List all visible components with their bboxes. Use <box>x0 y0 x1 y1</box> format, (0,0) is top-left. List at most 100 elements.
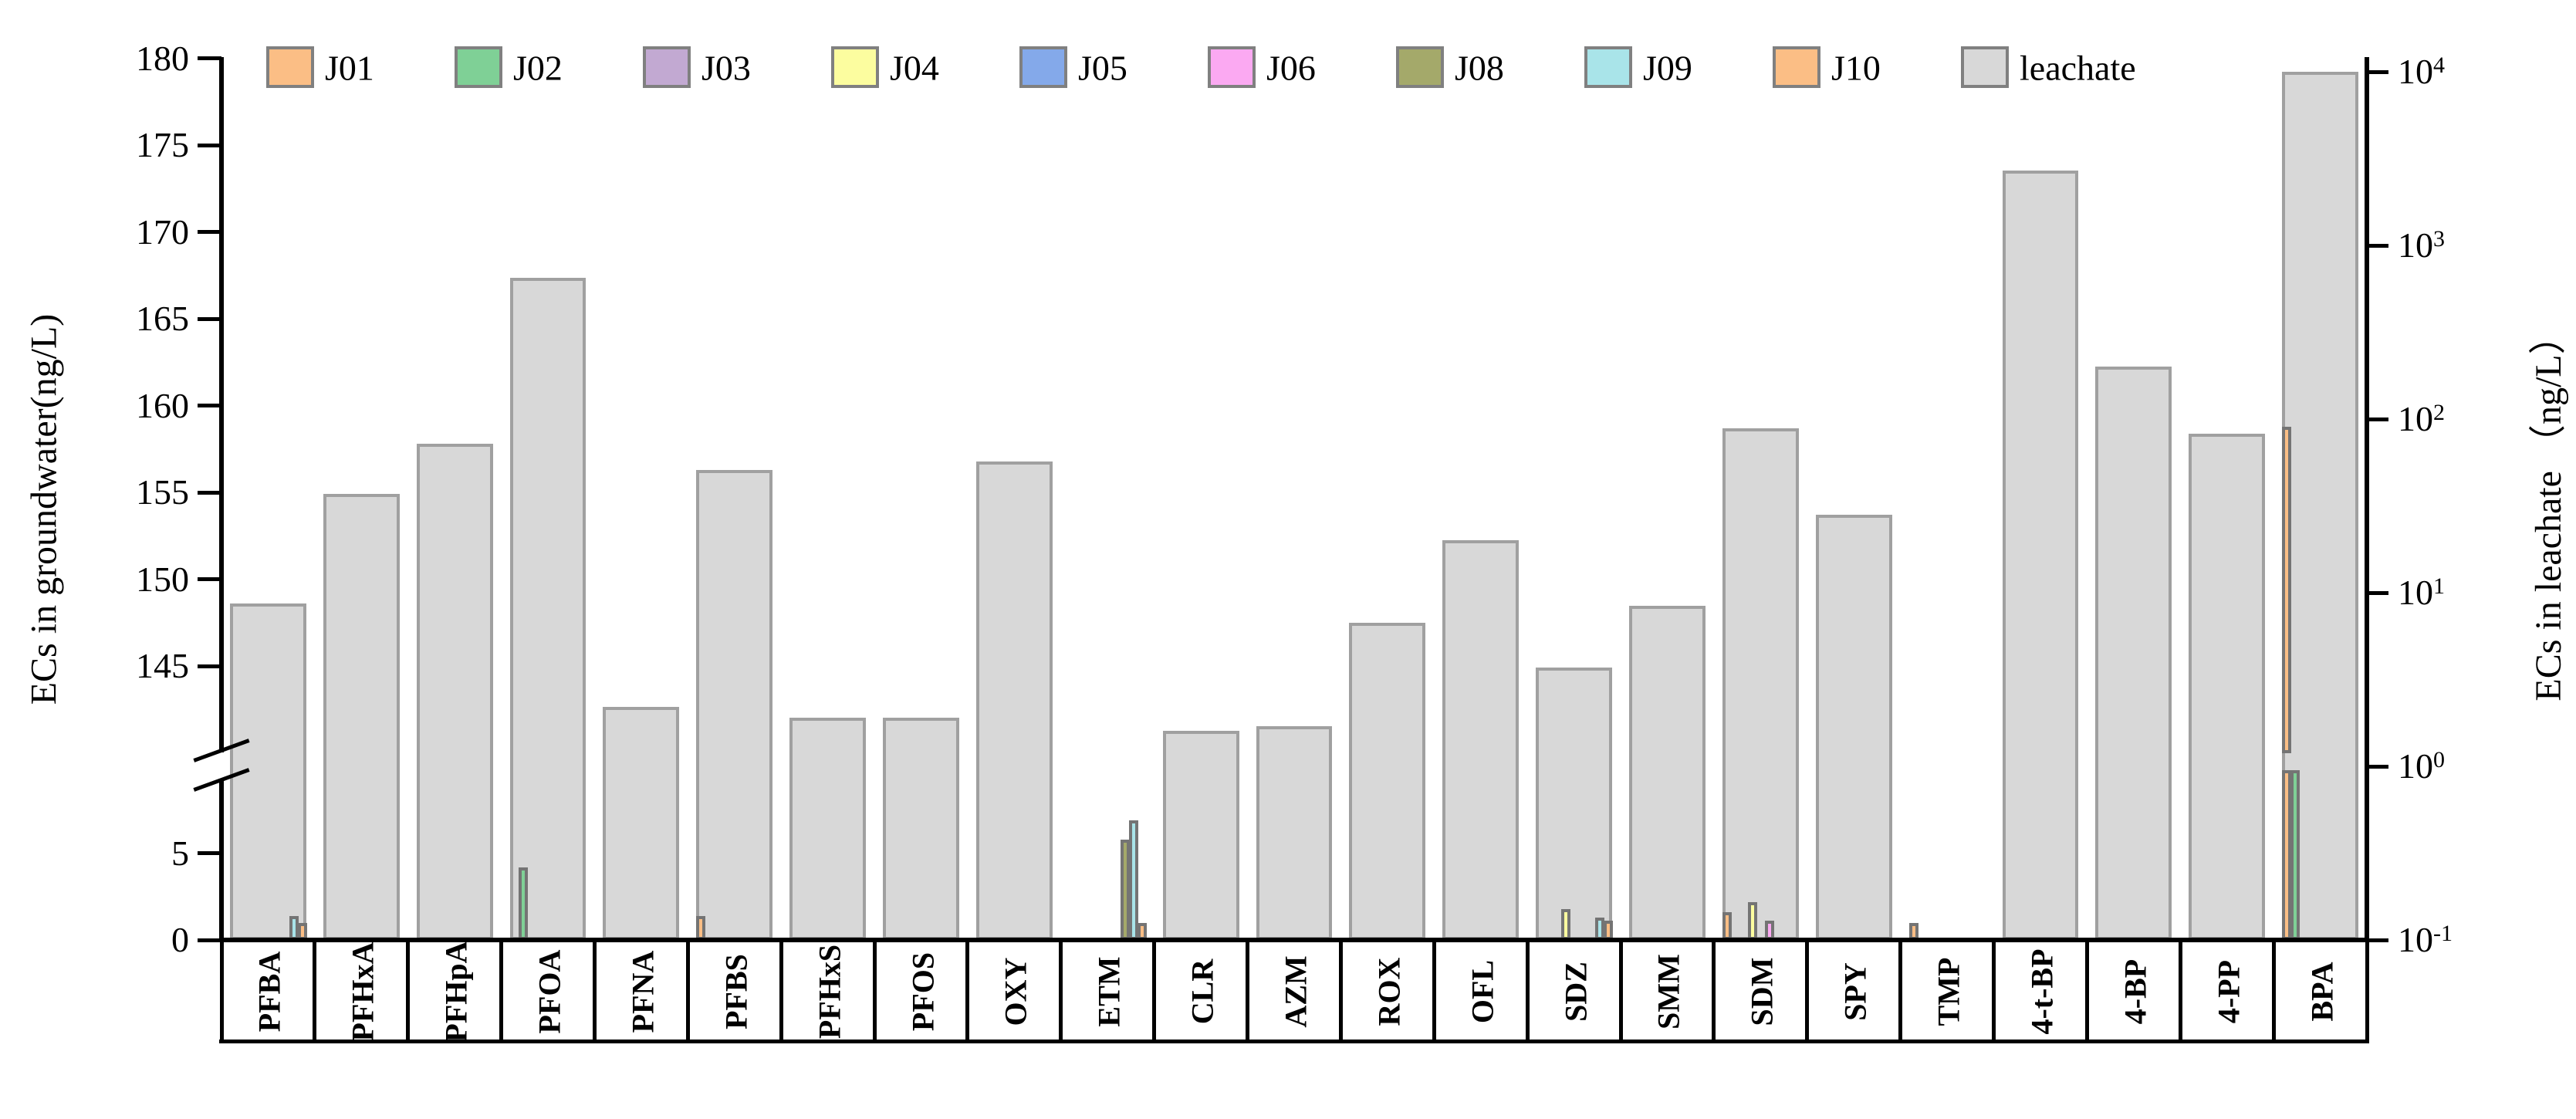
left-tick-label: 175 <box>136 125 189 164</box>
leachate-bar-OFL <box>1442 540 1520 940</box>
category-label-CLR: CLR <box>1185 958 1220 1025</box>
category-divider <box>685 940 690 1043</box>
category-divider <box>2271 940 2276 1043</box>
left-tick <box>198 851 221 856</box>
legend-swatch-J09 <box>1584 46 1632 88</box>
leachate-bar-ROX <box>1349 623 1426 940</box>
right-tick-label: 103 <box>2398 225 2445 265</box>
category-divider <box>1338 940 1343 1043</box>
right-tick-label: 104 <box>2398 52 2445 91</box>
category-divider <box>1992 940 1996 1043</box>
legend-label-J04: J04 <box>890 48 939 88</box>
category-divider <box>2178 940 2182 1043</box>
well-bar-BPA-J01-upper <box>2282 426 2292 753</box>
category-label-PFHxS: PFHxS <box>812 944 847 1040</box>
right-tick <box>2367 938 2388 942</box>
well-bar-SDM-J04 <box>1747 901 1757 940</box>
leachate-bar-OXY <box>975 461 1053 940</box>
leachate-bar-AZM <box>1256 726 1333 940</box>
category-divider <box>872 940 877 1043</box>
leachate-bar-SMM <box>1629 606 1706 940</box>
left-tick <box>198 56 221 60</box>
legend-label-J01: J01 <box>325 48 374 88</box>
category-label-SDZ: SDZ <box>1558 962 1594 1022</box>
leachate-bar-SDZ <box>1536 668 1613 940</box>
left-tick <box>198 230 221 234</box>
legend-label-J09: J09 <box>1643 48 1692 88</box>
legend-label-J02: J02 <box>513 48 563 88</box>
category-label-OFL: OFL <box>1465 959 1500 1024</box>
leachate-bar-PFHxS <box>789 718 867 940</box>
leachate-bar-PFOA <box>509 278 587 940</box>
left-tick-label: 160 <box>136 385 189 425</box>
category-divider <box>592 940 597 1043</box>
left-tick <box>198 664 221 668</box>
well-bar-PFOA-J02 <box>518 867 528 940</box>
leachate-bar-PFHxA <box>323 494 400 940</box>
category-label-ROX: ROX <box>1371 957 1407 1026</box>
legend-swatch-J06 <box>1208 46 1256 88</box>
category-divider <box>1432 940 1436 1043</box>
category-label-PFOA: PFOA <box>532 949 567 1034</box>
left-axis-spine <box>219 57 224 942</box>
leachate-bar-PFNA <box>603 706 680 940</box>
legend-label-J03: J03 <box>701 48 751 88</box>
left-tick-label: 165 <box>136 299 189 338</box>
left-tick-label: 155 <box>136 472 189 512</box>
right-tick-label: 10-1 <box>2398 920 2453 959</box>
category-label-SMM: SMM <box>1651 954 1686 1029</box>
left-tick <box>198 316 221 321</box>
category-label-SPY: SPY <box>1837 962 1873 1021</box>
leachate-bar-4-PP <box>2189 434 2266 940</box>
right-tick <box>2367 417 2388 421</box>
category-label-OXY: OXY <box>998 957 1033 1026</box>
category-label-4-PP: 4-PP <box>2211 959 2246 1024</box>
right-tick-label: 101 <box>2398 573 2445 612</box>
category-label-AZM: AZM <box>1278 955 1313 1028</box>
right-axis-spine <box>2365 57 2369 942</box>
leachate-bar-4-t-BP <box>2002 170 2079 940</box>
left-axis-title: ECs in groundwater(ng/L) <box>23 313 65 705</box>
left-tick-label: 5 <box>171 833 189 873</box>
category-label-PFNA: PFNA <box>625 950 661 1033</box>
category-label-PFHpA: PFHpA <box>438 941 474 1043</box>
legend-swatch-J03 <box>643 46 691 88</box>
category-divider <box>406 940 411 1043</box>
category-label-4-t-BP: 4-t-BP <box>2024 948 2060 1035</box>
category-label-4-BP: 4-BP <box>2118 958 2153 1025</box>
legend-label-leachate: leachate <box>2020 48 2136 88</box>
legend-label-J05: J05 <box>1078 48 1127 88</box>
legend-swatch-J10 <box>1773 46 1820 88</box>
left-tick <box>198 143 221 147</box>
category-label-ETM: ETM <box>1091 956 1127 1027</box>
well-bar-SDZ-J04 <box>1561 908 1571 940</box>
left-tick-label: 150 <box>136 559 189 599</box>
left-tick-label: 0 <box>171 920 189 959</box>
right-tick <box>2367 69 2388 74</box>
left-tick <box>198 490 221 495</box>
x-axis-line <box>219 938 2369 942</box>
legend-swatch-J05 <box>1019 46 1067 88</box>
well-bar-BPA-J02 <box>2290 770 2300 940</box>
left-tick <box>198 577 221 581</box>
legend-label-J06: J06 <box>1266 48 1316 88</box>
category-label-PFBS: PFBS <box>718 954 754 1029</box>
category-divider <box>1059 940 1063 1043</box>
leachate-bar-CLR <box>1162 731 1239 940</box>
category-divider <box>1525 940 1530 1043</box>
leachate-bar-PFHpA <box>416 444 493 940</box>
category-divider <box>219 940 224 1043</box>
legend-swatch-leachate <box>1961 46 2009 88</box>
left-tick <box>198 404 221 407</box>
right-tick <box>2367 243 2388 248</box>
category-label-PFOS: PFOS <box>905 952 941 1032</box>
left-tick-label: 145 <box>136 646 189 685</box>
category-label-BPA: BPA <box>2304 962 2340 1022</box>
category-divider <box>1152 940 1157 1043</box>
well-bar-SDM-J01 <box>1722 912 1732 940</box>
category-divider <box>1805 940 1810 1043</box>
left-tick-label: 180 <box>136 38 189 78</box>
legend-swatch-J04 <box>831 46 879 88</box>
category-divider <box>499 940 504 1043</box>
